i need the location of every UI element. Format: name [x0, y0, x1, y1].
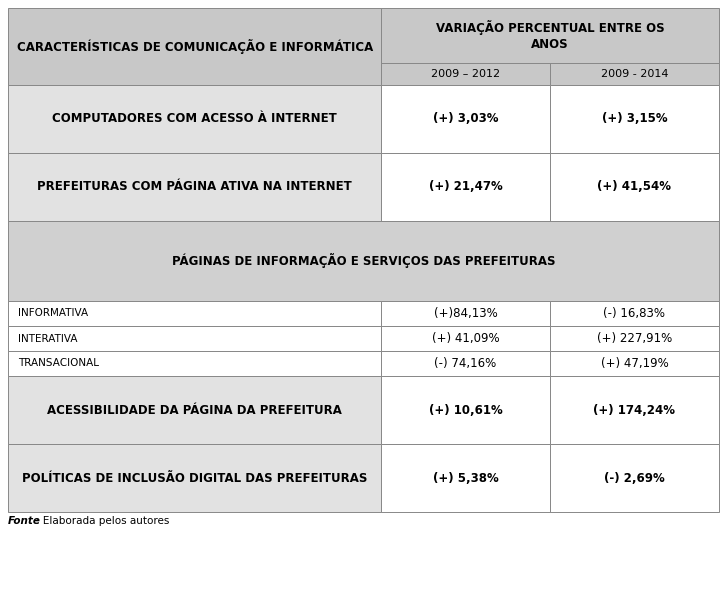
- Text: (-) 74,16%: (-) 74,16%: [435, 357, 497, 370]
- Bar: [8, 221, 719, 301]
- Bar: [381, 8, 719, 63]
- Bar: [8, 85, 381, 153]
- Text: 2009 – 2012: 2009 – 2012: [431, 69, 500, 79]
- Text: INFORMATIVA: INFORMATIVA: [18, 308, 88, 318]
- Bar: [8, 444, 381, 512]
- Bar: [381, 301, 550, 326]
- Text: VARIAÇÃO PERCENTUAL ENTRE OS
ANOS: VARIAÇÃO PERCENTUAL ENTRE OS ANOS: [435, 20, 664, 51]
- Text: (+) 5,38%: (+) 5,38%: [433, 472, 499, 485]
- Bar: [381, 351, 550, 376]
- Text: (+) 3,03%: (+) 3,03%: [433, 112, 498, 125]
- Text: (+)84,13%: (+)84,13%: [433, 307, 497, 320]
- Bar: [381, 376, 550, 444]
- Bar: [8, 8, 381, 85]
- Bar: [550, 326, 719, 351]
- Text: (+) 21,47%: (+) 21,47%: [429, 181, 502, 194]
- Text: PREFEITURAS COM PÁGINA ATIVA NA INTERNET: PREFEITURAS COM PÁGINA ATIVA NA INTERNET: [37, 181, 352, 194]
- Text: (+) 41,09%: (+) 41,09%: [432, 332, 499, 345]
- Bar: [8, 376, 381, 444]
- Text: PÁGINAS DE INFORMAÇÃO E SERVIÇOS DAS PREFEITURAS: PÁGINAS DE INFORMAÇÃO E SERVIÇOS DAS PRE…: [172, 254, 555, 268]
- Bar: [8, 153, 381, 221]
- Text: (+) 41,54%: (+) 41,54%: [598, 181, 672, 194]
- Text: INTERATIVA: INTERATIVA: [18, 333, 78, 343]
- Text: (+) 3,15%: (+) 3,15%: [601, 112, 667, 125]
- Text: 2009 - 2014: 2009 - 2014: [601, 69, 668, 79]
- Bar: [550, 63, 719, 85]
- Bar: [8, 351, 381, 376]
- Text: (+) 10,61%: (+) 10,61%: [429, 403, 502, 416]
- Text: COMPUTADORES COM ACESSO À INTERNET: COMPUTADORES COM ACESSO À INTERNET: [52, 112, 337, 125]
- Bar: [381, 85, 550, 153]
- Text: (+) 227,91%: (+) 227,91%: [597, 332, 672, 345]
- Text: : Elaborada pelos autores: : Elaborada pelos autores: [36, 516, 169, 526]
- Text: ACESSIBILIDADE DA PÁGINA DA PREFEITURA: ACESSIBILIDADE DA PÁGINA DA PREFEITURA: [47, 403, 342, 416]
- Bar: [550, 153, 719, 221]
- Bar: [550, 85, 719, 153]
- Bar: [8, 326, 381, 351]
- Bar: [381, 63, 550, 85]
- Bar: [8, 301, 381, 326]
- Text: (-) 16,83%: (-) 16,83%: [603, 307, 665, 320]
- Text: (-) 2,69%: (-) 2,69%: [604, 472, 664, 485]
- Text: Fonte: Fonte: [8, 516, 41, 526]
- Bar: [381, 326, 550, 351]
- Bar: [550, 301, 719, 326]
- Bar: [550, 376, 719, 444]
- Bar: [550, 351, 719, 376]
- Bar: [381, 444, 550, 512]
- Bar: [550, 444, 719, 512]
- Text: POLÍTICAS DE INCLUSÃO DIGITAL DAS PREFEITURAS: POLÍTICAS DE INCLUSÃO DIGITAL DAS PREFEI…: [22, 472, 367, 485]
- Text: (+) 47,19%: (+) 47,19%: [601, 357, 668, 370]
- Text: CARACTERÍSTICAS DE COMUNICAÇÃO E INFORMÁTICA: CARACTERÍSTICAS DE COMUNICAÇÃO E INFORMÁ…: [17, 39, 373, 54]
- Bar: [381, 153, 550, 221]
- Text: TRANSACIONAL: TRANSACIONAL: [18, 359, 99, 368]
- Text: (+) 174,24%: (+) 174,24%: [593, 403, 675, 416]
